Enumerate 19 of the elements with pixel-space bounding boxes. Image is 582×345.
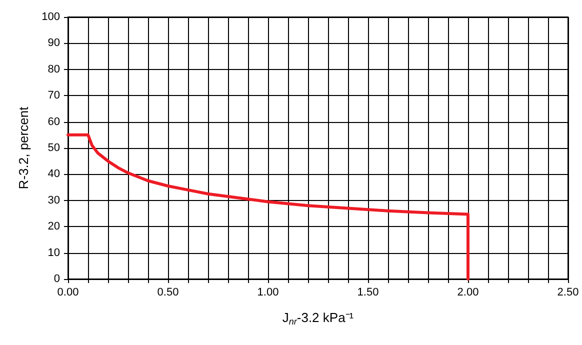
y-tick-label: 0 xyxy=(54,273,60,285)
y-tick-label: 40 xyxy=(48,168,60,180)
y-axis-title: R-3.2, percent xyxy=(16,106,31,190)
x-tick-label: 1.00 xyxy=(257,286,279,298)
y-tick-label: 80 xyxy=(48,63,60,76)
x-tick-label: 0.50 xyxy=(157,286,179,298)
x-tick-label: 1.50 xyxy=(357,286,379,298)
y-tick-label: 10 xyxy=(48,246,60,259)
x-tick-label: 0.00 xyxy=(57,286,79,298)
x-tick-label: 2.50 xyxy=(557,286,579,298)
y-tick-label: 30 xyxy=(48,194,60,206)
x-tick-label: 2.00 xyxy=(457,286,479,298)
y-tick-label: 20 xyxy=(48,220,60,233)
y-tick-label: 50 xyxy=(48,142,60,154)
y-tick-label: 100 xyxy=(42,11,60,23)
y-tick-label: 90 xyxy=(48,37,60,50)
y-tick-label: 60 xyxy=(48,116,60,128)
y-tick-label: 70 xyxy=(48,90,60,102)
line-series xyxy=(66,133,470,280)
